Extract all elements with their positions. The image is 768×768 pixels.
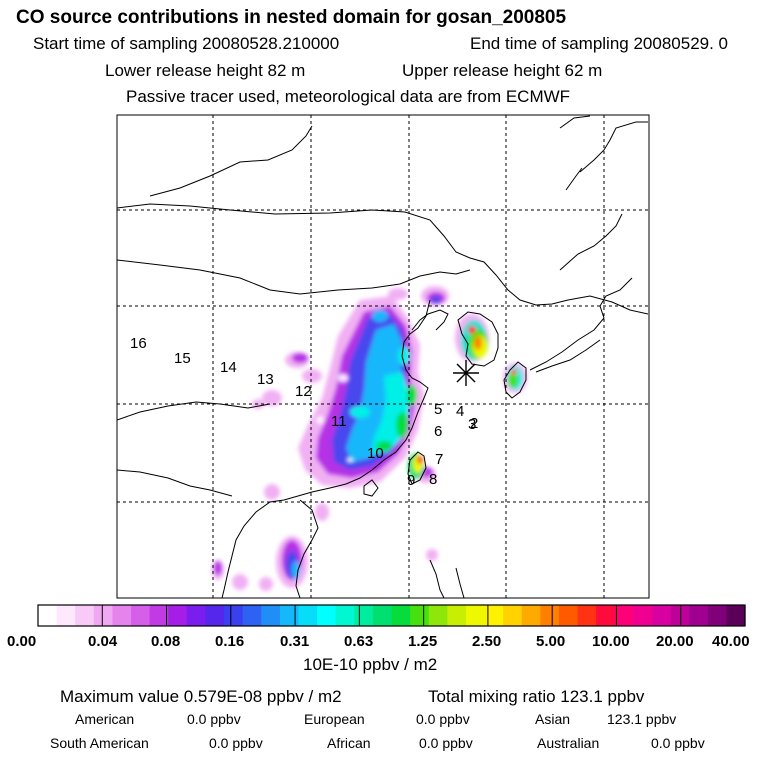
- region-label: 4: [456, 403, 464, 420]
- colorbar-swatch: [75, 605, 95, 626]
- region-label: 7: [435, 451, 443, 468]
- receptor-asterisk-icon: [453, 360, 479, 386]
- colorbar: [38, 605, 746, 626]
- colorbar-tick-label: 0.08: [151, 633, 180, 650]
- colorbar-swatch: [465, 605, 486, 626]
- colorbar-swatch: [558, 605, 579, 626]
- colorbar-swatch: [56, 605, 76, 626]
- sampling-end: End time of sampling 20080529. 0: [470, 34, 729, 53]
- colorbar-swatch: [670, 605, 690, 626]
- contribution-name: Australian: [537, 735, 600, 751]
- colorbar-swatch: [168, 605, 188, 626]
- colorbar-tick-labels: 0.00 0.04 0.08 0.16 0.31 0.63 1.25 2.50 …: [7, 633, 750, 650]
- colorbar-swatch: [596, 605, 616, 626]
- colorbar-swatch: [689, 605, 709, 626]
- colorbar-ticks: [37, 605, 746, 626]
- colorbar-swatch: [410, 605, 430, 626]
- contribution-value: 0.0 ppbv: [651, 735, 705, 751]
- tracer-note: Passive tracer used, meteorological data…: [126, 87, 571, 106]
- contribution-value: 0.0 ppbv: [187, 711, 241, 727]
- region-label: 14: [220, 359, 237, 376]
- colorbar-unit: 10E-10 ppbv / m2: [303, 655, 438, 674]
- region-label: 12: [295, 383, 312, 400]
- contribution-value: 123.1 ppbv: [607, 711, 677, 727]
- colorbar-swatch: [577, 605, 597, 626]
- colorbar-swatch: [112, 605, 132, 626]
- region-label: 15: [174, 350, 191, 367]
- colorbar-swatch: [38, 605, 58, 626]
- region-label: 5: [434, 401, 442, 418]
- contribution-name: Asian: [535, 711, 571, 727]
- colorbar-swatch: [335, 605, 355, 626]
- colorbar-swatch: [298, 605, 318, 626]
- colorbar-swatch: [447, 605, 467, 626]
- region-label: 9: [407, 472, 415, 489]
- upper-release-height: Upper release height 62 m: [402, 61, 603, 80]
- contribution-field: [212, 286, 527, 591]
- colorbar-tick-label: 20.00: [656, 633, 694, 650]
- sampling-start: Start time of sampling 20080528.210000: [33, 34, 340, 53]
- graticule: [117, 115, 649, 598]
- colorbar-swatch: [242, 605, 262, 626]
- colorbar-swatch: [205, 605, 225, 626]
- colorbar-swatch: [224, 605, 244, 626]
- contribution-name: European: [304, 711, 365, 727]
- region-label: 10: [367, 445, 384, 462]
- colorbar-swatch: [521, 605, 541, 626]
- colorbar-tick-label: 0.63: [344, 633, 373, 650]
- region-label: 2: [470, 415, 478, 432]
- colorbar-swatch: [391, 605, 411, 626]
- region-label: 11: [331, 413, 347, 430]
- plot-title: CO source contributions in nested domain…: [16, 7, 567, 28]
- colorbar-tick-label: 1.25: [408, 633, 437, 650]
- region-label: 16: [130, 335, 147, 352]
- region-label: 3: [468, 416, 476, 433]
- colorbar-tick-label: 5.00: [536, 633, 565, 650]
- colorbar-swatch: [372, 605, 393, 626]
- colorbar-swatch: [540, 605, 560, 626]
- colorbar-swatch: [484, 605, 504, 626]
- colorbar-tick-label: 2.50: [472, 633, 501, 650]
- contribution-value: 0.0 ppbv: [209, 735, 263, 751]
- region-label: 8: [429, 471, 437, 488]
- colorbar-swatch: [279, 605, 300, 626]
- colorbar-swatch: [131, 605, 151, 626]
- colorbar-swatch: [428, 605, 448, 626]
- colorbar-swatch: [651, 605, 672, 626]
- contribution-value: 0.0 ppbv: [419, 735, 473, 751]
- colorbar-swatch: [707, 605, 727, 626]
- colorbar-tick-label: 40.00: [712, 633, 750, 650]
- region-labels: 16 15 14 13 12 11 10 9 8 7 6 5 4 3 2: [130, 335, 478, 489]
- contribution-value: 0.0 ppbv: [416, 711, 470, 727]
- total-mixing-ratio: Total mixing ratio 123.1 ppbv: [428, 687, 645, 706]
- region-label: 6: [434, 423, 442, 440]
- colorbar-tick-label: 0.04: [88, 633, 118, 650]
- colorbar-swatch: [261, 605, 281, 626]
- colorbar-tick-label: 0.00: [7, 633, 36, 650]
- colorbar-swatch: [633, 605, 653, 626]
- contribution-name: American: [75, 711, 135, 727]
- colorbar-tick-label: 10.00: [592, 633, 630, 650]
- colorbar-tick-label: 0.16: [215, 633, 244, 650]
- colorbar-swatch: [726, 605, 746, 626]
- maximum-value: Maximum value 0.579E-08 ppbv / m2: [60, 687, 342, 706]
- colorbar-swatch: [614, 605, 634, 626]
- colorbar-swatch: [149, 605, 169, 626]
- colorbar-swatch: [317, 605, 337, 626]
- colorbar-swatch: [186, 605, 207, 626]
- contribution-name: South American: [50, 735, 149, 751]
- colorbar-tick-label: 0.31: [280, 633, 309, 650]
- map-frame: [116, 114, 650, 599]
- region-label: 13: [257, 371, 274, 388]
- contribution-name: African: [327, 735, 371, 751]
- colorbar-swatch: [354, 605, 374, 626]
- colorbar-swatch: [93, 605, 114, 626]
- lower-release-height: Lower release height 82 m: [105, 61, 306, 80]
- colorbar-swatch: [503, 605, 523, 626]
